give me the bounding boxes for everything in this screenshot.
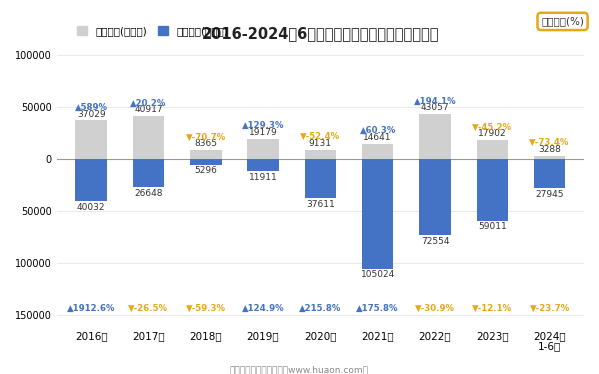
Bar: [132, 159, 164, 187]
Bar: [305, 150, 336, 159]
Bar: [75, 120, 107, 159]
Text: ▲124.9%: ▲124.9%: [242, 304, 285, 313]
Text: 40917: 40917: [134, 105, 163, 114]
Text: ▼-23.7%: ▼-23.7%: [530, 304, 570, 313]
Bar: [190, 150, 222, 159]
Text: 72554: 72554: [420, 237, 449, 246]
Text: ▼-73.4%: ▼-73.4%: [530, 138, 570, 147]
Text: 14641: 14641: [364, 133, 392, 142]
Text: 9131: 9131: [309, 139, 332, 148]
Text: ▲194.1%: ▲194.1%: [414, 96, 456, 105]
Text: ▼-26.5%: ▼-26.5%: [128, 304, 168, 313]
Text: ▼-52.4%: ▼-52.4%: [300, 132, 340, 141]
Bar: [419, 114, 451, 159]
Bar: [247, 139, 279, 159]
Bar: [477, 140, 508, 159]
Text: 8365: 8365: [194, 140, 217, 148]
Text: 17902: 17902: [478, 129, 507, 138]
Bar: [75, 159, 107, 201]
Text: 40032: 40032: [77, 203, 105, 212]
Text: ▲1912.6%: ▲1912.6%: [67, 304, 116, 313]
Text: 26648: 26648: [134, 189, 163, 198]
Bar: [477, 159, 508, 221]
Bar: [534, 156, 565, 159]
Text: 37029: 37029: [77, 110, 105, 119]
Text: ▼-59.3%: ▼-59.3%: [186, 304, 226, 313]
Text: ▼-70.7%: ▼-70.7%: [186, 133, 226, 142]
Text: ▲60.3%: ▲60.3%: [359, 126, 396, 135]
Text: ▼-12.1%: ▼-12.1%: [472, 304, 512, 313]
Text: ▲175.8%: ▲175.8%: [356, 304, 399, 313]
Text: ▲129.3%: ▲129.3%: [242, 122, 285, 131]
Text: ▲20.2%: ▲20.2%: [130, 99, 167, 108]
Text: 59011: 59011: [478, 223, 507, 232]
Text: 3288: 3288: [538, 145, 561, 154]
Bar: [247, 159, 279, 171]
Legend: 出口总额(万美元), 进口总额(万美元): 出口总额(万美元), 进口总额(万美元): [72, 22, 232, 40]
Text: ▼-30.9%: ▼-30.9%: [415, 304, 455, 313]
Bar: [419, 159, 451, 234]
Text: 37611: 37611: [306, 200, 335, 209]
Text: 105024: 105024: [361, 270, 395, 279]
Text: 5296: 5296: [194, 166, 217, 175]
Text: ▼-45.2%: ▼-45.2%: [472, 123, 512, 132]
Text: 11911: 11911: [249, 173, 277, 183]
Text: 同比增速(%): 同比增速(%): [541, 16, 584, 27]
Bar: [362, 159, 394, 269]
Text: 19179: 19179: [249, 128, 277, 137]
Text: 43057: 43057: [420, 103, 449, 112]
Bar: [362, 144, 394, 159]
Text: ▲589%: ▲589%: [75, 103, 108, 112]
Title: 2016-2024年6月兰州新区综合保税区进、出口额: 2016-2024年6月兰州新区综合保税区进、出口额: [202, 27, 439, 42]
Text: ▲215.8%: ▲215.8%: [299, 304, 341, 313]
Bar: [190, 159, 222, 165]
Bar: [132, 116, 164, 159]
Text: 27945: 27945: [536, 190, 564, 199]
Text: 制图：华经产业研究院（www.huaon.com）: 制图：华经产业研究院（www.huaon.com）: [230, 365, 369, 374]
Bar: [534, 159, 565, 188]
Bar: [305, 159, 336, 198]
